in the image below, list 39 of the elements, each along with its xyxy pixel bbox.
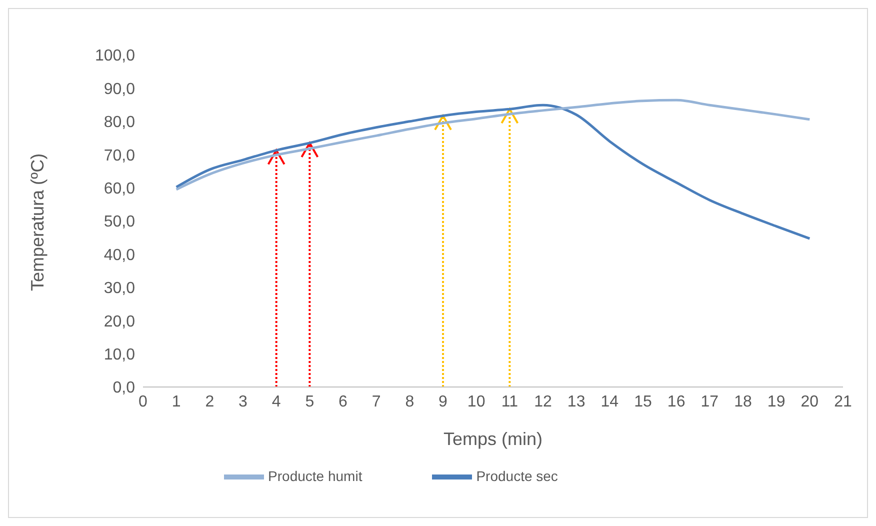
x-tick-label: 7 [372, 393, 381, 410]
x-tick-label: 17 [700, 393, 719, 410]
x-tick-label: 19 [767, 393, 786, 410]
x-tick-label: 2 [205, 393, 214, 410]
y-tick-label: 40,0 [104, 246, 136, 264]
y-tick-label: 10,0 [104, 346, 136, 364]
x-tick-label: 6 [338, 393, 348, 410]
x-tick-label: 16 [667, 393, 686, 410]
y-tick-label: 90,0 [104, 80, 136, 98]
line-series [175, 98, 811, 191]
x-tick-label: 0 [138, 393, 148, 410]
x-axis-title: Temps (min) [443, 429, 543, 449]
x-tick-label: 18 [734, 393, 752, 410]
y-tick-label: 60,0 [104, 180, 136, 198]
y-tick-label: 30,0 [104, 280, 136, 298]
x-tick-label: 20 [800, 393, 819, 410]
y-axis-title: Temperatura (ºC) [27, 153, 48, 291]
y-tick-label: 50,0 [104, 214, 136, 231]
x-tick-label: 13 [567, 393, 586, 410]
legend-label: Producte sec [476, 468, 558, 484]
x-tick-label: 3 [238, 393, 248, 410]
x-tick-label: 10 [467, 393, 486, 410]
legend-label: Producte humit [268, 468, 362, 484]
x-tick-label: 11 [501, 393, 518, 410]
x-tick-label: 4 [272, 393, 281, 410]
x-tick-label: 5 [305, 393, 314, 410]
x-tick-label: 1 [172, 393, 181, 410]
y-tick-label: 20,0 [104, 313, 136, 330]
x-tick-label: 14 [600, 393, 619, 410]
y-tick-label: 0,0 [112, 380, 136, 397]
x-tick-label: 21 [834, 393, 852, 410]
y-tick-label: 100,0 [94, 48, 136, 65]
x-tick-label: 8 [405, 393, 414, 410]
x-tick-label: 15 [634, 393, 652, 410]
y-tick-label: 80,0 [104, 114, 136, 132]
line-series [175, 104, 811, 240]
y-tick-label: 70,0 [104, 147, 136, 164]
x-tick-label: 12 [534, 393, 552, 410]
x-tick-label: 9 [438, 393, 448, 410]
